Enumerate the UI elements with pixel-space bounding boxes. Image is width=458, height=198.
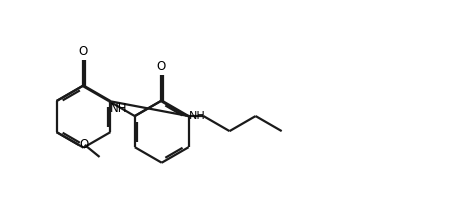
Text: O: O (156, 60, 165, 73)
Text: NH: NH (188, 111, 205, 121)
Text: NH: NH (110, 102, 128, 115)
Text: O: O (78, 45, 87, 58)
Text: O: O (80, 138, 89, 151)
